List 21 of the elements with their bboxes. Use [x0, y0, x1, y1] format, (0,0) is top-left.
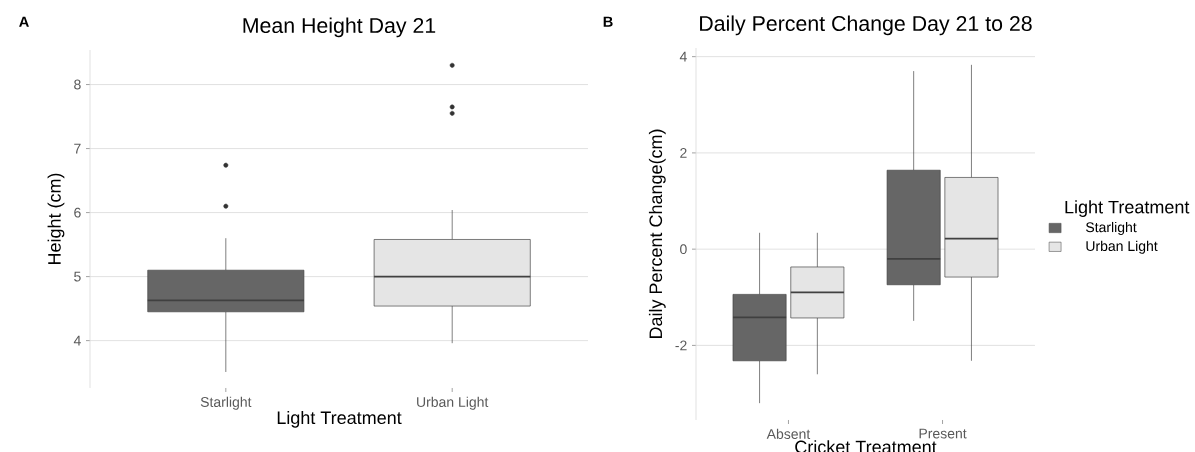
y-axis-title: Daily Percent Change(cm): [648, 129, 666, 339]
legend-label: Urban Light: [1086, 240, 1158, 254]
y-tick-label: 0: [680, 244, 687, 255]
y-axis-title: Height (cm): [47, 173, 65, 265]
text: A: [19, 16, 29, 27]
y-tick-label: 5: [74, 271, 81, 282]
legend-title: Light Treatment: [1065, 200, 1190, 217]
x-axis-title: Light Treatment: [277, 410, 402, 428]
y-tick-label: 8: [74, 79, 81, 90]
y-tick-label: -2: [675, 340, 687, 351]
y-tick-label: 2: [680, 148, 687, 158]
x-tick-label: Present: [919, 428, 967, 439]
y-tick-label: 4: [679, 51, 687, 62]
y-tick-label: 6: [74, 207, 81, 218]
y-tick-label: 4: [73, 335, 81, 346]
x-tick-label: Absent: [766, 428, 811, 439]
chart-title: Mean Height Day 21: [243, 17, 436, 38]
chart-title: Daily Percent Change Day 21 to 28: [700, 15, 1032, 36]
y-tick-label: 7: [74, 143, 81, 154]
legend-label: Starlight: [1085, 221, 1137, 235]
text: B: [603, 16, 613, 27]
